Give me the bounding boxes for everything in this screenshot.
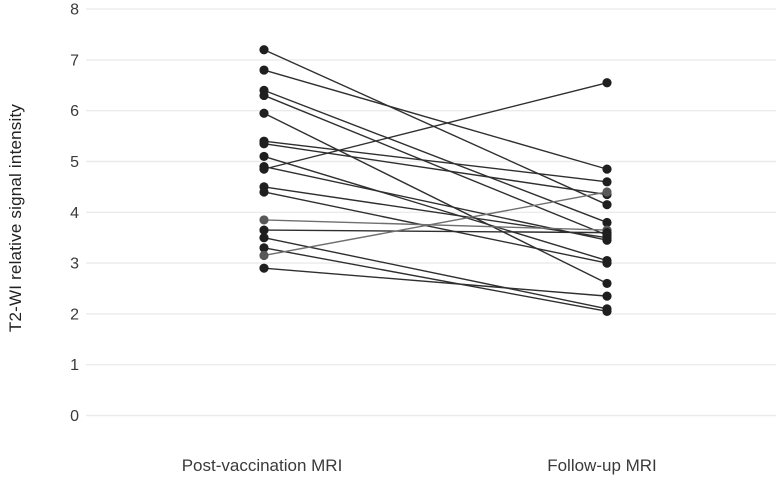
y-tick-label: 2 <box>70 306 79 323</box>
pair-line <box>263 89 608 224</box>
pair-line <box>263 267 608 297</box>
y-tick-label: 0 <box>70 408 79 425</box>
x-category-label-follow-up: Follow-up MRI <box>547 456 657 475</box>
data-point <box>602 78 612 88</box>
data-point <box>259 225 269 235</box>
pair-line <box>263 229 608 234</box>
y-tick-label: 6 <box>70 103 79 120</box>
y-tick-label: 4 <box>70 205 79 222</box>
data-point <box>602 228 612 238</box>
pair-line <box>263 49 608 206</box>
data-point <box>602 291 612 301</box>
pair-line <box>263 69 608 170</box>
data-point <box>259 45 269 55</box>
data-point <box>602 217 612 228</box>
pair-line <box>263 94 608 236</box>
pair-line <box>263 143 608 196</box>
y-tick-label: 1 <box>70 357 79 374</box>
pair-line-group <box>263 49 608 313</box>
pair-line <box>263 191 608 257</box>
data-point <box>259 233 269 243</box>
y-tick-label: 3 <box>70 256 79 273</box>
x-category-label-post-vaccination: Post-vaccination MRI <box>181 456 343 475</box>
pair-line <box>263 112 608 285</box>
data-point <box>259 164 269 174</box>
y-tick-label: 8 <box>70 2 79 19</box>
pair-line <box>263 237 608 310</box>
data-point <box>259 90 269 101</box>
y-tick-label-group: 0 1 2 3 4 5 6 7 8 <box>70 2 79 425</box>
data-point <box>259 139 269 149</box>
data-point <box>602 187 612 197</box>
data-point <box>602 200 612 210</box>
data-point <box>259 187 269 197</box>
pair-line <box>263 140 608 183</box>
data-point <box>602 258 612 268</box>
pair-line <box>263 82 608 170</box>
pair-line <box>263 247 608 313</box>
pair-dot-group <box>259 45 612 316</box>
data-point <box>602 164 612 174</box>
data-point <box>259 263 269 273</box>
data-point <box>259 151 269 162</box>
pair-line <box>263 191 608 264</box>
y-axis-title: T2-WI relative signal intensity <box>6 103 25 333</box>
pair-line <box>263 155 608 262</box>
data-point <box>259 243 269 253</box>
data-point <box>259 65 269 75</box>
data-point <box>602 278 612 289</box>
data-point <box>602 177 612 187</box>
data-point <box>259 108 269 118</box>
y-tick-label: 5 <box>70 154 79 171</box>
y-tick-label: 7 <box>70 52 79 69</box>
pair-line <box>263 186 608 239</box>
data-point <box>259 250 269 261</box>
data-point <box>602 306 612 316</box>
data-point <box>259 215 269 225</box>
pair-line <box>263 219 608 231</box>
